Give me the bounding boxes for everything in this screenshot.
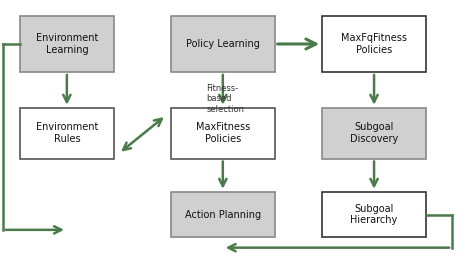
- Text: Policy Learning: Policy Learning: [186, 39, 260, 49]
- FancyBboxPatch shape: [171, 108, 275, 158]
- FancyBboxPatch shape: [19, 108, 114, 158]
- FancyBboxPatch shape: [322, 192, 426, 238]
- Text: MaxFitness
Policies: MaxFitness Policies: [196, 122, 250, 144]
- FancyBboxPatch shape: [171, 16, 275, 72]
- FancyBboxPatch shape: [322, 16, 426, 72]
- FancyBboxPatch shape: [171, 192, 275, 238]
- Text: Subgoal
Discovery: Subgoal Discovery: [350, 122, 398, 144]
- FancyBboxPatch shape: [322, 108, 426, 158]
- Text: Environment
Rules: Environment Rules: [36, 122, 98, 144]
- Text: Fitness-
based
selection: Fitness- based selection: [206, 84, 244, 114]
- Text: Environment
Learning: Environment Learning: [36, 33, 98, 55]
- Text: Subgoal
Hierarchy: Subgoal Hierarchy: [350, 204, 398, 225]
- FancyBboxPatch shape: [19, 16, 114, 72]
- Text: Action Planning: Action Planning: [185, 210, 261, 220]
- Text: MaxFqFitness
Policies: MaxFqFitness Policies: [341, 33, 407, 55]
